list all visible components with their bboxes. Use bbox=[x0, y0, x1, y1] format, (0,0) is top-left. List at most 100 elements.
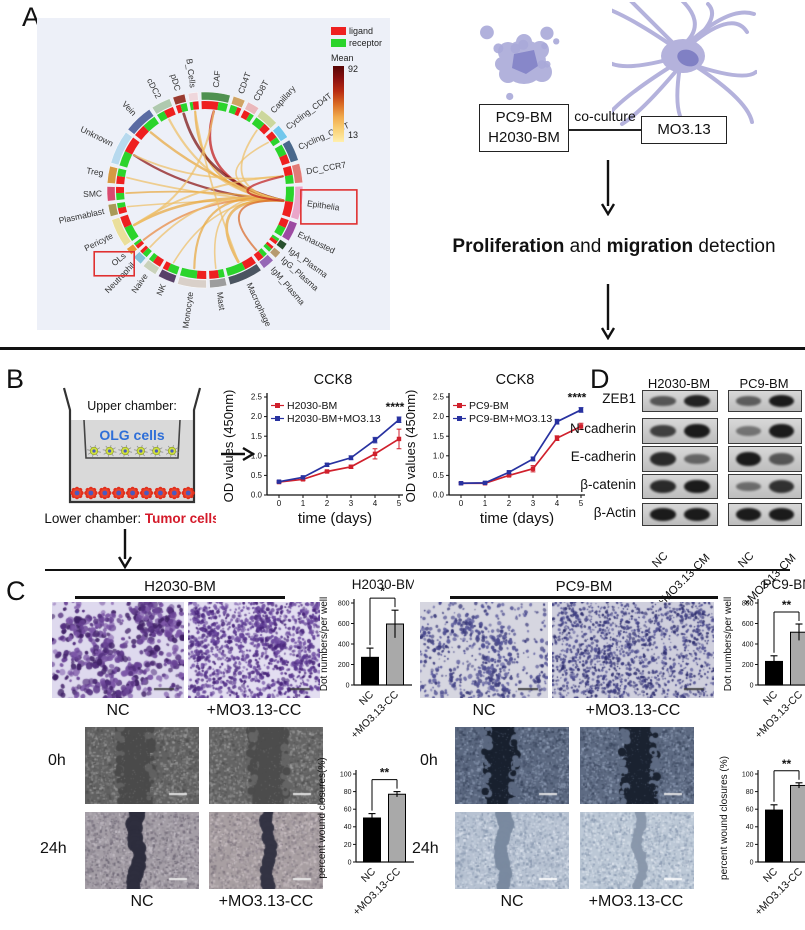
h2030-wound-nc-label: NC bbox=[130, 893, 154, 910]
svg-text:percent wound closures (%): percent wound closures (%) bbox=[719, 756, 730, 880]
blot-pc9-2 bbox=[728, 446, 802, 472]
dot-numbers-chart-h2030: H2030-BM 0 200 400 600 800 Dot numbers/per wel… bbox=[318, 577, 416, 764]
pc9-wound-24h-nc-image bbox=[455, 812, 569, 889]
svg-text:NK: NK bbox=[154, 282, 168, 297]
svg-text:Upper chamber:: Upper chamber: bbox=[87, 399, 177, 413]
svg-text:4: 4 bbox=[373, 499, 378, 508]
svg-text:1: 1 bbox=[483, 499, 488, 508]
protein-band bbox=[684, 508, 710, 521]
blot-h2030-1 bbox=[642, 418, 718, 444]
svg-text:60: 60 bbox=[344, 807, 352, 814]
ligand-label: ligand bbox=[349, 26, 374, 36]
blot-h2030-3 bbox=[642, 474, 718, 499]
svg-text:1.0: 1.0 bbox=[433, 451, 445, 460]
protein-band bbox=[650, 479, 676, 494]
svg-text:20: 20 bbox=[344, 842, 352, 849]
protein-band bbox=[684, 395, 710, 407]
colorbar: 92 13 bbox=[331, 64, 387, 144]
ligand-swatch bbox=[331, 27, 346, 35]
line-chart: CCK8 0.0 0.5 1.0 1.5 2.0 2.5 0 1 2 3 4 5 OD values (4… bbox=[403, 372, 587, 527]
svg-text:0.5: 0.5 bbox=[433, 471, 445, 480]
receptor-swatch bbox=[331, 39, 346, 47]
coculture-label: co-culture bbox=[574, 108, 636, 124]
svg-text:**: ** bbox=[782, 598, 792, 612]
svg-text:0.5: 0.5 bbox=[251, 471, 263, 480]
svg-text:Treg: Treg bbox=[86, 165, 105, 178]
h2030-cc-migration-image bbox=[188, 602, 320, 698]
svg-text:0: 0 bbox=[348, 859, 352, 866]
svg-text:800: 800 bbox=[742, 600, 754, 607]
protein-band bbox=[769, 423, 794, 439]
blot-col-header-pc9: PC9-BM bbox=[739, 376, 789, 391]
h2030-nc-migration-image bbox=[52, 602, 184, 698]
svg-text:DC_CCR7: DC_CCR7 bbox=[305, 159, 347, 176]
dot-numbers-chart-pc9: PC9-BM 0 200 400 600 800 Dot numbers/per well N… bbox=[722, 577, 805, 764]
bar-chart: PC9-BM 0 200 400 600 800 Dot numbers/per well N… bbox=[723, 577, 805, 741]
svg-text:NC: NC bbox=[357, 688, 377, 708]
svg-text:100: 100 bbox=[340, 771, 352, 778]
pc9-wound-0h-nc-image bbox=[455, 727, 569, 804]
blot-pc9-1 bbox=[728, 418, 802, 444]
c-left-header-underline bbox=[75, 596, 285, 599]
protein-band bbox=[684, 453, 710, 465]
svg-text:2.5: 2.5 bbox=[433, 393, 445, 402]
svg-text:Pericyte: Pericyte bbox=[83, 230, 115, 253]
panel-c-letter: C bbox=[6, 576, 26, 606]
svg-text:400: 400 bbox=[338, 641, 350, 648]
svg-text:3: 3 bbox=[349, 499, 354, 508]
svg-text:time (days): time (days) bbox=[480, 510, 554, 527]
legend-ligand: ligand bbox=[331, 26, 387, 36]
circos-legend: ligand receptor Mean 92 13 bbox=[331, 26, 387, 144]
svg-text:Dot numbers/per well: Dot numbers/per well bbox=[319, 597, 330, 691]
wound-closure-chart-h2030: 0 20 40 60 80 100 percent wound closures(%) NC +… bbox=[316, 742, 422, 930]
svg-text:0.0: 0.0 bbox=[251, 491, 263, 500]
svg-text:80: 80 bbox=[746, 789, 754, 796]
pc9-wound-24h-cc-image bbox=[580, 812, 694, 889]
bar-chart: 0 20 40 60 80 100 percent wound closures (%) NC… bbox=[719, 756, 805, 918]
svg-text:Dot numbers/per well: Dot numbers/per well bbox=[723, 597, 734, 691]
protein-band bbox=[736, 508, 761, 521]
detection-bold-2: migration bbox=[606, 236, 694, 257]
svg-text:400: 400 bbox=[742, 641, 754, 648]
svg-text:OD values (450nm): OD values (450nm) bbox=[221, 390, 236, 503]
colorbar-gradient bbox=[333, 66, 344, 142]
colorbar-max: 92 bbox=[348, 64, 359, 74]
h2030-nc-label: NC bbox=[106, 702, 130, 719]
receptor-label: receptor bbox=[349, 38, 383, 48]
svg-text:1.5: 1.5 bbox=[433, 432, 445, 441]
detection-bold-1: Proliferation bbox=[452, 236, 565, 257]
section-divider-1 bbox=[0, 347, 805, 350]
svg-text:CD8T: CD8T bbox=[251, 78, 271, 102]
protein-band bbox=[736, 481, 761, 492]
pc9-cc-label: +MO3.13-CC bbox=[585, 702, 681, 719]
svg-text:800: 800 bbox=[338, 600, 350, 607]
svg-text:100: 100 bbox=[742, 771, 754, 778]
svg-text:2: 2 bbox=[507, 499, 512, 508]
svg-text:200: 200 bbox=[742, 662, 754, 669]
c-right-header-underline bbox=[450, 596, 718, 599]
svg-text:20: 20 bbox=[746, 842, 754, 849]
protein-band bbox=[736, 396, 761, 406]
svg-text:Lower chamber: Tumor cells: Lower chamber: Tumor cells bbox=[44, 511, 216, 526]
circos-plot: B_Cells CAF CD4TCD8TCapillaryCycling_CD4TC… bbox=[58, 58, 358, 329]
svg-text:PC9-BM: PC9-BM bbox=[762, 577, 805, 592]
svg-text:CAF: CAF bbox=[211, 70, 223, 88]
svg-text:H2030-BM: H2030-BM bbox=[287, 400, 337, 412]
colorbar-title: Mean bbox=[331, 53, 354, 63]
down-arrow-2 bbox=[600, 284, 616, 340]
protein-band bbox=[684, 479, 710, 494]
panel-b-letter: B bbox=[6, 364, 25, 394]
coculture-connector-line bbox=[568, 129, 641, 131]
svg-text:****: **** bbox=[386, 400, 405, 414]
svg-text:**: ** bbox=[782, 757, 792, 771]
svg-text:5: 5 bbox=[397, 499, 402, 508]
svg-text:2.0: 2.0 bbox=[433, 412, 445, 421]
mo313-box: MO3.13 bbox=[641, 116, 727, 144]
blot-pc9-3 bbox=[728, 474, 802, 499]
svg-text:SMC: SMC bbox=[83, 188, 102, 199]
svg-text:CD4T: CD4T bbox=[236, 71, 253, 95]
svg-text:40: 40 bbox=[344, 824, 352, 831]
blot-col-header-h2030: H2030-BM bbox=[647, 376, 711, 391]
svg-text:B_Cells: B_Cells bbox=[184, 58, 198, 88]
